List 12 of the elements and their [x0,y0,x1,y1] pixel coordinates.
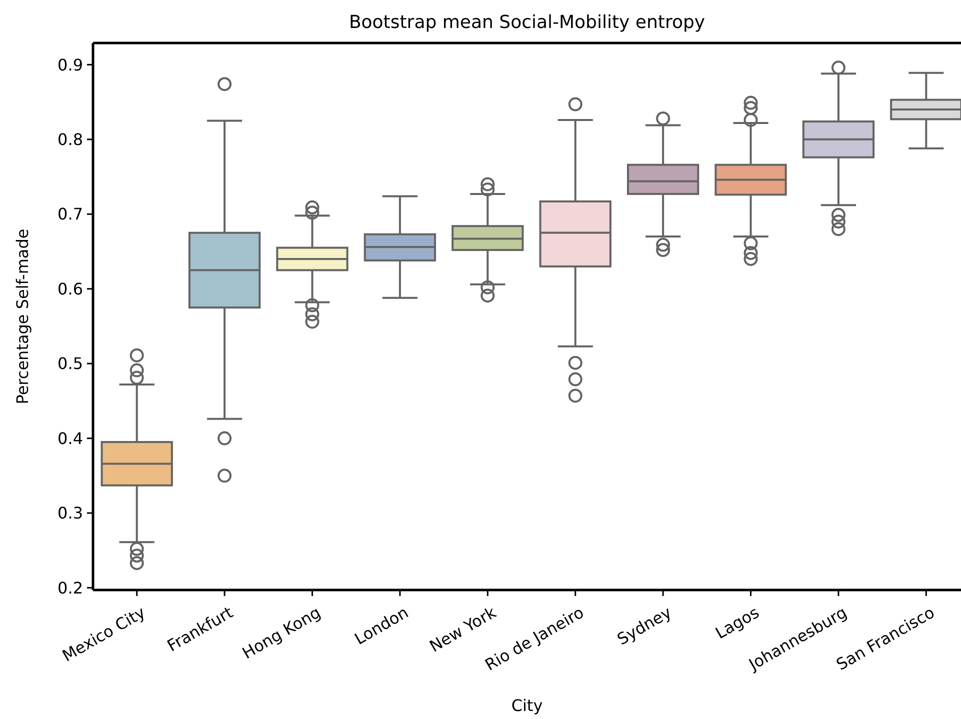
y-axis-title: Percentage Self-made [13,228,32,404]
y-tick-label: 0.5 [58,354,83,374]
y-tick-label: 0.4 [58,428,83,448]
y-tick-label: 0.9 [58,55,83,74]
y-tick-label: 0.6 [58,279,83,298]
x-axis-title: City [511,696,543,715]
chart-title: Bootstrap mean Social-Mobility entropy [348,12,706,33]
y-tick-label: 0.8 [58,130,83,149]
x-tick-label: Hong Kong [239,602,324,663]
y-tick-label: 0.3 [58,504,83,523]
y-tick-label: 0.7 [58,204,83,224]
y-tick-label: 0.2 [58,578,83,598]
